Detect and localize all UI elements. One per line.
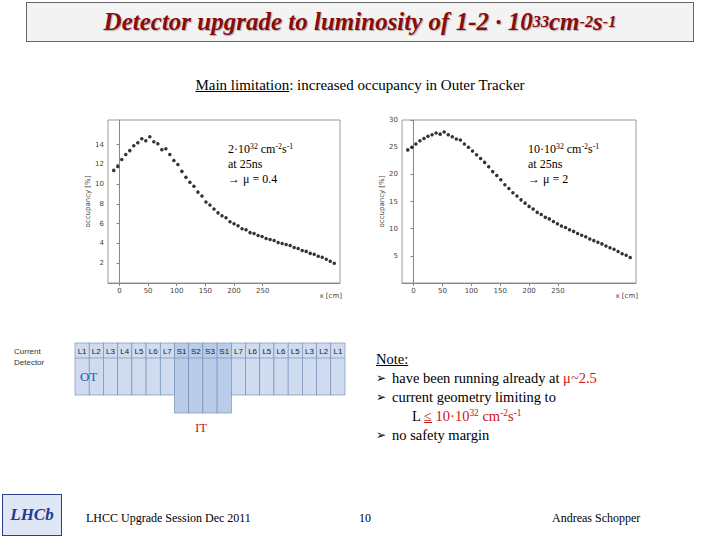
html-text:Detector upgrade to luminosity: Detector upgrade to luminosity of 1-2 · … — [103, 8, 533, 35]
html-text:at 25ns: at 25ns — [228, 157, 263, 171]
svg-text:25: 25 — [389, 143, 398, 151]
svg-text:S2: S2 — [191, 347, 201, 356]
html-text:2·10: 2·10 — [228, 142, 250, 156]
svg-text:50: 50 — [438, 287, 447, 295]
svg-text:14: 14 — [95, 141, 104, 149]
html-text:→ μ = 0.4: → μ = 0.4 — [228, 172, 278, 186]
svg-text:L2: L2 — [319, 347, 328, 356]
svg-text:S1: S1 — [219, 347, 229, 356]
svg-text:250: 250 — [256, 287, 269, 295]
html-text:at 25ns: at 25ns — [528, 157, 563, 171]
svg-text:250: 250 — [551, 287, 564, 295]
svg-text:100: 100 — [170, 287, 183, 295]
html-text:LHCb: LHCb — [10, 505, 54, 524]
svg-text:L7: L7 — [234, 347, 243, 356]
html-text:LHCC Upgrade Session Dec 2011: LHCC Upgrade Session Dec 2011 — [86, 511, 251, 525]
html-text:Note:: Note: — [376, 351, 409, 367]
svg-text:15: 15 — [389, 198, 398, 206]
svg-text:x [cm]: x [cm] — [320, 292, 343, 300]
svg-text:150: 150 — [494, 287, 507, 295]
html-text:→ μ = 2: → μ = 2 — [528, 172, 569, 186]
svg-text:2: 2 — [100, 259, 104, 267]
svg-text:L3: L3 — [305, 347, 314, 356]
svg-text:8: 8 — [100, 200, 104, 208]
svg-text:50: 50 — [144, 287, 153, 295]
svg-text:20: 20 — [389, 170, 398, 178]
svg-text:L1: L1 — [333, 347, 342, 356]
svg-text:L3: L3 — [106, 347, 115, 356]
html-text:10: 10 — [359, 511, 371, 525]
svg-text:L1: L1 — [78, 347, 87, 356]
svg-text:L6: L6 — [277, 347, 286, 356]
html-text:➢ current geometry limiting to: ➢ current geometry limiting to — [376, 389, 556, 405]
svg-text:L5: L5 — [291, 347, 300, 356]
svg-text:100: 100 — [465, 287, 478, 295]
svg-text:4: 4 — [100, 239, 105, 247]
svg-text:IT: IT — [195, 420, 207, 435]
svg-text:L5: L5 — [262, 347, 271, 356]
svg-text:0: 0 — [411, 287, 415, 295]
html-text:Andreas Schopper: Andreas Schopper — [552, 511, 641, 525]
html-text:Current: Current — [14, 347, 41, 356]
html-text:Main limitation: increased occ: Main limitation: increased occupancy in … — [195, 77, 525, 93]
svg-text:x [cm]: x [cm] — [616, 292, 639, 300]
html-text:33cm-2s-1: 33cm-2s-1 — [532, 8, 617, 35]
svg-text:200: 200 — [227, 287, 240, 295]
html-text:Detector: Detector — [14, 358, 45, 367]
html-text:10·10: 10·10 — [528, 142, 556, 156]
svg-text:12: 12 — [95, 160, 104, 168]
html-text:➢ have been running already at: ➢ have been running already at μ~2.5 — [376, 370, 597, 386]
svg-text:6: 6 — [100, 220, 105, 228]
html-text:32cm-2s-1: 32cm-2s-1 — [250, 141, 294, 156]
svg-text:S3: S3 — [205, 347, 215, 356]
svg-text:30: 30 — [389, 116, 398, 124]
svg-text:L4: L4 — [120, 347, 129, 356]
html-text:L ≤ 10·10: L ≤ 10·10 — [412, 408, 470, 424]
svg-text:L6: L6 — [149, 347, 158, 356]
svg-text:200: 200 — [522, 287, 535, 295]
svg-text:L6: L6 — [248, 347, 257, 356]
svg-text:10: 10 — [95, 180, 104, 188]
svg-text:occupancy [%]: occupancy [%] — [84, 175, 92, 227]
svg-text:S1: S1 — [177, 347, 187, 356]
svg-text:L2: L2 — [92, 347, 101, 356]
svg-text:L7: L7 — [163, 347, 172, 356]
html-text:32cm-2s-1: 32cm-2s-1 — [556, 141, 600, 156]
svg-text:L5: L5 — [134, 347, 143, 356]
svg-text:150: 150 — [199, 287, 212, 295]
svg-text:OT: OT — [80, 369, 97, 384]
svg-text:occupancy [%]: occupancy [%] — [378, 175, 386, 227]
html-text:32cm-2s-1: 32cm-2s-1 — [469, 407, 522, 424]
svg-text:5: 5 — [394, 252, 398, 260]
html-text:➢ no safety margin: ➢ no safety margin — [376, 427, 490, 443]
svg-text:10: 10 — [389, 225, 398, 233]
svg-text:0: 0 — [117, 287, 121, 295]
